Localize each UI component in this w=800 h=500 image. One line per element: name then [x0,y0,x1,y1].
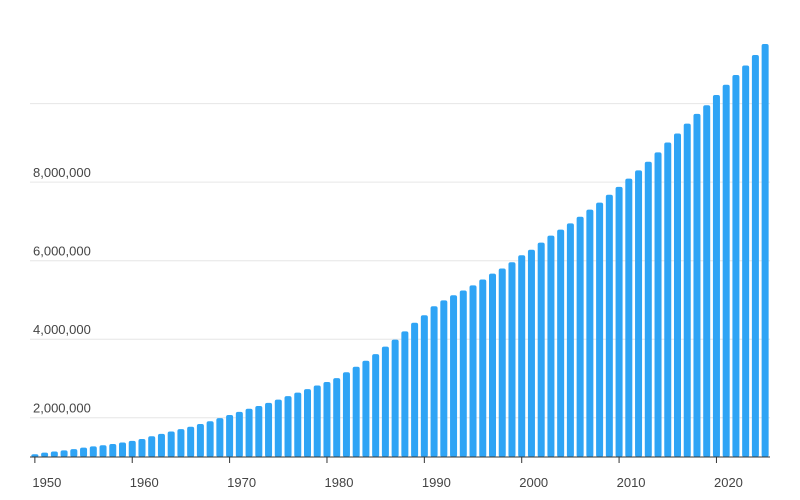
y-tick-label: 4,000,000 [33,322,91,337]
bar-1961 [138,438,146,457]
bar-1956 [89,446,97,457]
bar-1973 [255,405,263,457]
bar-2022 [732,74,740,458]
bars [31,43,769,458]
x-tick-label: 1980 [325,475,354,490]
bar-1995 [469,285,477,457]
x-tick-label: 1990 [422,475,451,490]
bar-1960 [128,440,136,457]
bar-2000 [518,255,526,457]
bar-1991 [430,306,438,457]
bar-2025 [761,43,769,457]
bar-1982 [342,372,350,457]
bar-2010 [615,186,623,457]
y-tick-label: 6,000,000 [33,244,91,259]
bar-1972 [245,408,253,457]
bar-1990 [420,315,428,457]
bar-1965 [177,429,185,457]
bar-1988 [401,331,409,457]
bar-2018 [693,113,701,457]
bar-1964 [167,431,175,457]
bar-1957 [99,445,107,457]
bar-1999 [508,262,516,457]
bar-2016 [673,133,682,458]
bar-1978 [303,389,312,457]
bar-1985 [372,354,380,457]
bar-1980 [323,382,331,457]
y-tick-label: 2,000,000 [33,401,91,416]
bar-1975 [274,399,282,457]
bar-2003 [547,235,555,457]
bar-2015 [664,142,672,457]
bar-1992 [440,300,448,457]
bar-1970 [226,414,234,457]
bar-1996 [479,279,487,457]
bar-1968 [206,421,214,457]
bar-1993 [450,295,458,457]
bar-1953 [60,450,68,457]
bar-1984 [362,360,370,457]
bar-2024 [751,54,759,458]
bar-1986 [381,346,389,457]
bar-2017 [683,123,691,458]
bar-2005 [566,223,574,457]
bar-1969 [216,418,224,457]
bar-2020 [712,95,720,457]
x-tick-label: 1950 [32,475,61,490]
bar-1979 [313,385,321,457]
bar-2004 [557,229,565,457]
bar-2011 [625,178,633,457]
bar-1997 [488,273,497,457]
bar-1981 [333,378,341,457]
bar-1989 [411,322,419,457]
bar-1987 [391,339,399,457]
bar-2001 [527,249,535,457]
y-axis-tick-labels: 2,000,000 4,000,000 6,000,000 8,000,000 [33,165,91,416]
x-tick-label: 2010 [617,475,646,490]
bar-1983 [352,366,360,457]
bar-1966 [187,426,195,457]
bar-1977 [294,392,302,457]
bar-1998 [498,268,506,457]
x-tick-label: 2000 [519,475,548,490]
x-tick-label: 2020 [714,475,743,490]
bar-2021 [722,84,730,457]
bar-1954 [70,449,78,457]
x-axis-ticks: 1950 1960 1970 1980 1990 2000 2010 2020 [32,457,743,490]
x-tick-label: 1960 [130,475,159,490]
x-tick-label: 1970 [227,475,256,490]
bar-2023 [742,65,750,458]
bar-1951 [41,452,49,457]
bar-2007 [586,209,594,457]
bar-2009 [605,194,613,458]
bar-1958 [109,444,117,457]
bar-1963 [157,433,165,457]
bar-1950 [31,454,39,457]
bar-2008 [596,202,604,457]
bar-2019 [703,105,711,457]
y-tick-label: 8,000,000 [33,165,91,180]
bar-2012 [635,170,643,457]
bar-1971 [235,411,243,457]
bar-1976 [284,396,292,457]
bar-2002 [537,242,545,457]
bar-1955 [80,447,88,457]
bar-1994 [459,290,467,457]
bar-1959 [118,442,127,457]
bar-2014 [654,152,662,458]
bar-1974 [265,402,273,457]
bar-1962 [148,436,156,457]
bar-2013 [644,161,652,458]
bar-1967 [196,424,204,457]
bar-2006 [576,216,584,457]
bar-1952 [50,451,58,457]
